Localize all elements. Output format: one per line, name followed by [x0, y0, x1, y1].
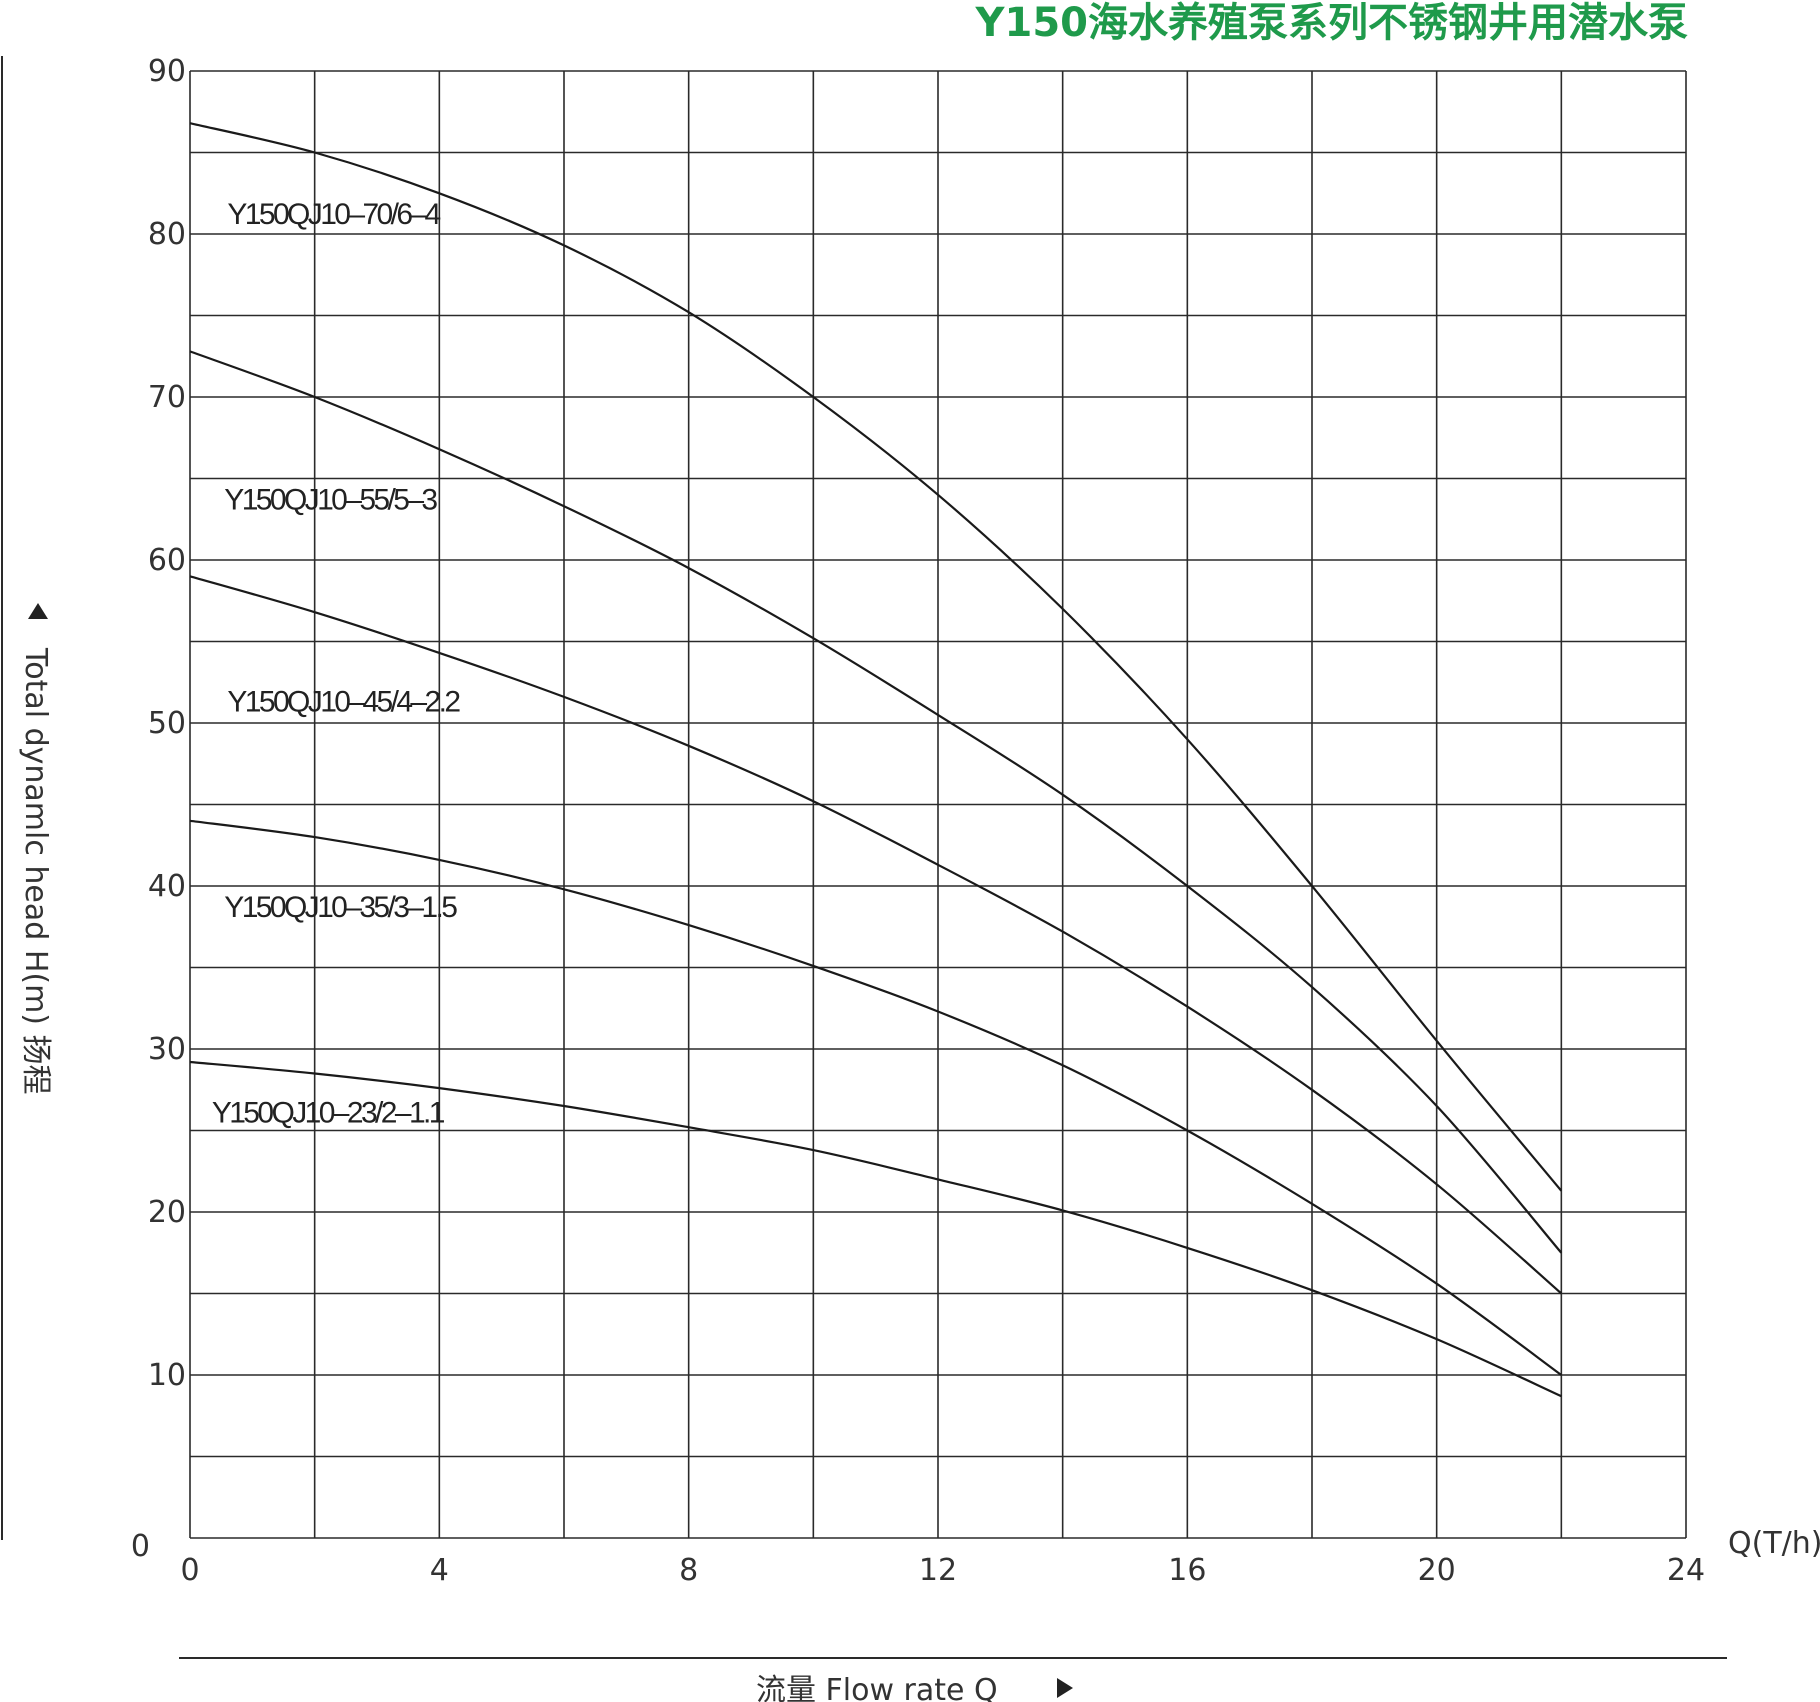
curve-label-3: Y150QJ10–45/4–2.2	[227, 686, 460, 719]
y-tick-label: 50	[148, 706, 186, 741]
x-axis-unit-label: Q(T/h)	[1728, 1526, 1820, 1561]
curve-series-2	[189, 350, 1563, 1254]
curve-label-2: Y150QJ10–55/5–3	[224, 483, 437, 516]
y-tick-label: 20	[148, 1195, 186, 1230]
x-tick-label: 12	[919, 1553, 957, 1588]
y-tick-label: 60	[148, 543, 186, 578]
right-arrow-icon	[1057, 1678, 1073, 1698]
x-tick-label: 4	[430, 1553, 449, 1588]
curve-series-5	[189, 1060, 1562, 1398]
chart-grid	[189, 70, 1687, 1539]
y-tick-label: 90	[148, 54, 186, 89]
x-tick-labels: 0 4 8 12 16 20 24	[180, 1553, 1705, 1588]
curve-series-3	[189, 575, 1563, 1295]
x-tick-label: 8	[679, 1553, 698, 1588]
performance-curves	[189, 122, 1563, 1398]
y-axis-label: Total dynamlc head H(m) 扬程	[18, 647, 53, 1095]
y-tick-label: 70	[148, 380, 186, 415]
y-tick-label: 0	[131, 1529, 150, 1564]
curve-series-4	[189, 819, 1562, 1376]
curve-label-5: Y150QJ10–23/2–1.1	[212, 1096, 445, 1129]
y-tick-label: 40	[148, 869, 186, 904]
x-tick-label: 0	[180, 1553, 199, 1588]
curve-series-1	[189, 122, 1563, 1192]
x-axis-label: 流量 Flow rate Q	[756, 1673, 998, 1702]
y-tick-label: 30	[148, 1032, 186, 1067]
y-tick-labels: 0 10 20 30 40 50 60 70 80 90	[131, 54, 186, 1564]
curve-labels: Y150QJ10–70/6–4 Y150QJ10–55/5–3 Y150QJ10–4…	[212, 198, 463, 1129]
x-tick-label: 24	[1667, 1553, 1705, 1588]
y-tick-label: 80	[148, 217, 186, 252]
x-tick-label: 20	[1418, 1553, 1456, 1588]
up-arrow-icon	[28, 603, 48, 619]
x-tick-label: 16	[1168, 1553, 1206, 1588]
y-tick-label: 10	[148, 1358, 186, 1393]
curve-label-1: Y150QJ10–70/6–4	[227, 198, 440, 231]
curve-label-4: Y150QJ10–35/3–1.5	[224, 891, 457, 924]
chart-title: Y150海水养殖泵系列不锈钢井用潜水泵	[975, 0, 1688, 46]
